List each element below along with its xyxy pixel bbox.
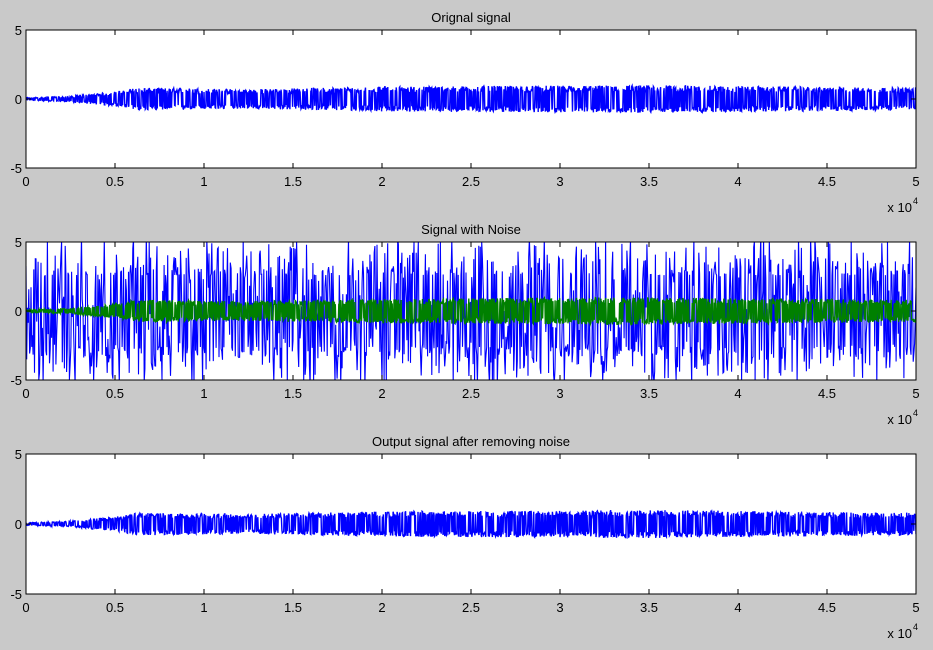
x-tick-label: 0.5 (106, 600, 124, 615)
x-tick-label: 4.5 (818, 386, 836, 401)
x-axis-multiplier-exponent: 4 (913, 408, 918, 418)
x-tick-label: 3.5 (640, 600, 658, 615)
x-tick-label: 0 (22, 386, 29, 401)
x-tick-label: 0.5 (106, 386, 124, 401)
x-axis-multiplier: x 10 (887, 412, 912, 427)
x-tick-label: 1.5 (284, 600, 302, 615)
x-tick-label: 1.5 (284, 174, 302, 189)
x-tick-label: 5 (912, 386, 919, 401)
x-tick-label: 0 (22, 600, 29, 615)
x-axis-multiplier-exponent: 4 (913, 196, 918, 206)
x-tick-label: 2.5 (462, 600, 480, 615)
x-tick-label: 0.5 (106, 174, 124, 189)
x-tick-label: 4 (734, 600, 741, 615)
x-tick-label: 2.5 (462, 174, 480, 189)
series-line-1 (26, 242, 916, 380)
x-tick-label: 4.5 (818, 174, 836, 189)
x-tick-label: 3 (556, 386, 563, 401)
y-tick-label: -5 (10, 373, 22, 388)
x-tick-label: 5 (912, 600, 919, 615)
y-tick-label: 5 (15, 23, 22, 38)
y-tick-label: 5 (15, 447, 22, 462)
x-tick-label: 1 (200, 386, 207, 401)
x-tick-label: 2 (378, 386, 385, 401)
y-tick-label: -5 (10, 587, 22, 602)
series-line-2 (26, 295, 916, 327)
y-tick-label: 0 (15, 517, 22, 532)
series-line-1 (26, 83, 916, 115)
x-tick-label: 0 (22, 174, 29, 189)
x-tick-label: 2 (378, 174, 385, 189)
x-axis-multiplier: x 10 (887, 200, 912, 215)
y-tick-label: 5 (15, 235, 22, 250)
series-group (26, 242, 916, 380)
x-tick-label: 2.5 (462, 386, 480, 401)
x-tick-label: 3 (556, 600, 563, 615)
x-tick-label: 4 (734, 386, 741, 401)
x-tick-label: 1 (200, 600, 207, 615)
subplot-title: Output signal after removing noise (372, 434, 570, 449)
subplot-title: Orignal signal (431, 10, 511, 25)
x-tick-label: 3.5 (640, 386, 658, 401)
x-tick-label: 5 (912, 174, 919, 189)
series-line-1 (26, 509, 916, 540)
x-axis-multiplier: x 10 (887, 626, 912, 641)
x-tick-label: 4.5 (818, 600, 836, 615)
subplot-title: Signal with Noise (421, 222, 521, 237)
series-group (26, 509, 916, 540)
x-tick-label: 1 (200, 174, 207, 189)
x-axis-multiplier-exponent: 4 (913, 622, 918, 632)
y-tick-label: 0 (15, 304, 22, 319)
x-tick-label: 2 (378, 600, 385, 615)
x-tick-label: 1.5 (284, 386, 302, 401)
x-tick-label: 3 (556, 174, 563, 189)
y-tick-label: 0 (15, 92, 22, 107)
series-group (26, 83, 916, 115)
x-tick-label: 4 (734, 174, 741, 189)
x-tick-label: 3.5 (640, 174, 658, 189)
y-tick-label: -5 (10, 161, 22, 176)
